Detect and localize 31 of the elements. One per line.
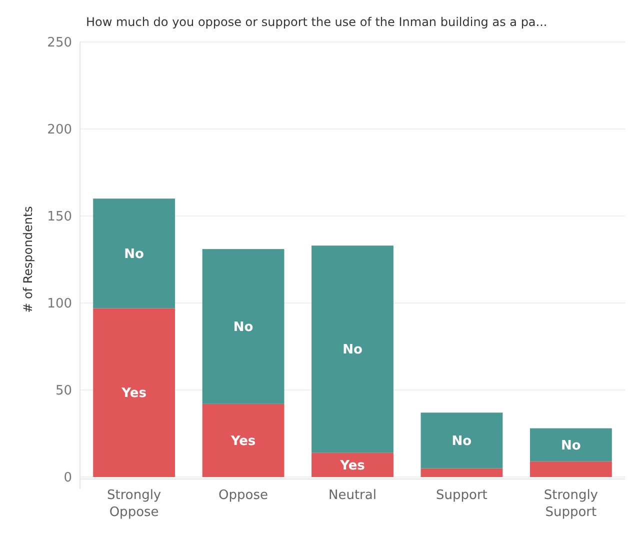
- x-tick-label: Strongly Support: [544, 488, 598, 520]
- x-tick-label: Strongly Oppose: [106, 488, 162, 520]
- text: No: [124, 246, 144, 262]
- y-tick-label: 150: [47, 210, 72, 225]
- bar: [202, 249, 284, 404]
- text: No: [452, 434, 472, 450]
- bar: [202, 404, 284, 477]
- bar: [312, 452, 394, 477]
- bar: [93, 198, 176, 308]
- bar: [530, 428, 612, 462]
- y-tick-label: 200: [47, 122, 72, 138]
- series-label: Yes: [339, 458, 366, 474]
- y-tick-label: 0: [64, 470, 72, 486]
- y-tick-label: 250: [47, 36, 72, 51]
- x-tick-label: Neutral: [328, 488, 376, 503]
- chart-title: How much do you oppose or support the use of the Inman building as a pa...: [86, 15, 548, 29]
- y-tick-label: 50: [55, 384, 72, 399]
- x-tick-label: Oppose: [218, 488, 268, 503]
- bar: [93, 308, 176, 477]
- bar: [420, 412, 503, 468]
- text: No: [233, 320, 254, 336]
- text: Yes: [122, 386, 146, 402]
- text: No: [342, 342, 362, 358]
- y-tick-label: 100: [47, 296, 72, 312]
- text: Yes: [230, 434, 256, 450]
- y-axis-title: # of Respondents: [21, 206, 35, 313]
- series-label: No: [561, 438, 581, 454]
- bar: [530, 461, 612, 477]
- bar: [420, 468, 503, 477]
- bar: [312, 246, 394, 453]
- x-tick-label: Support: [436, 488, 488, 503]
